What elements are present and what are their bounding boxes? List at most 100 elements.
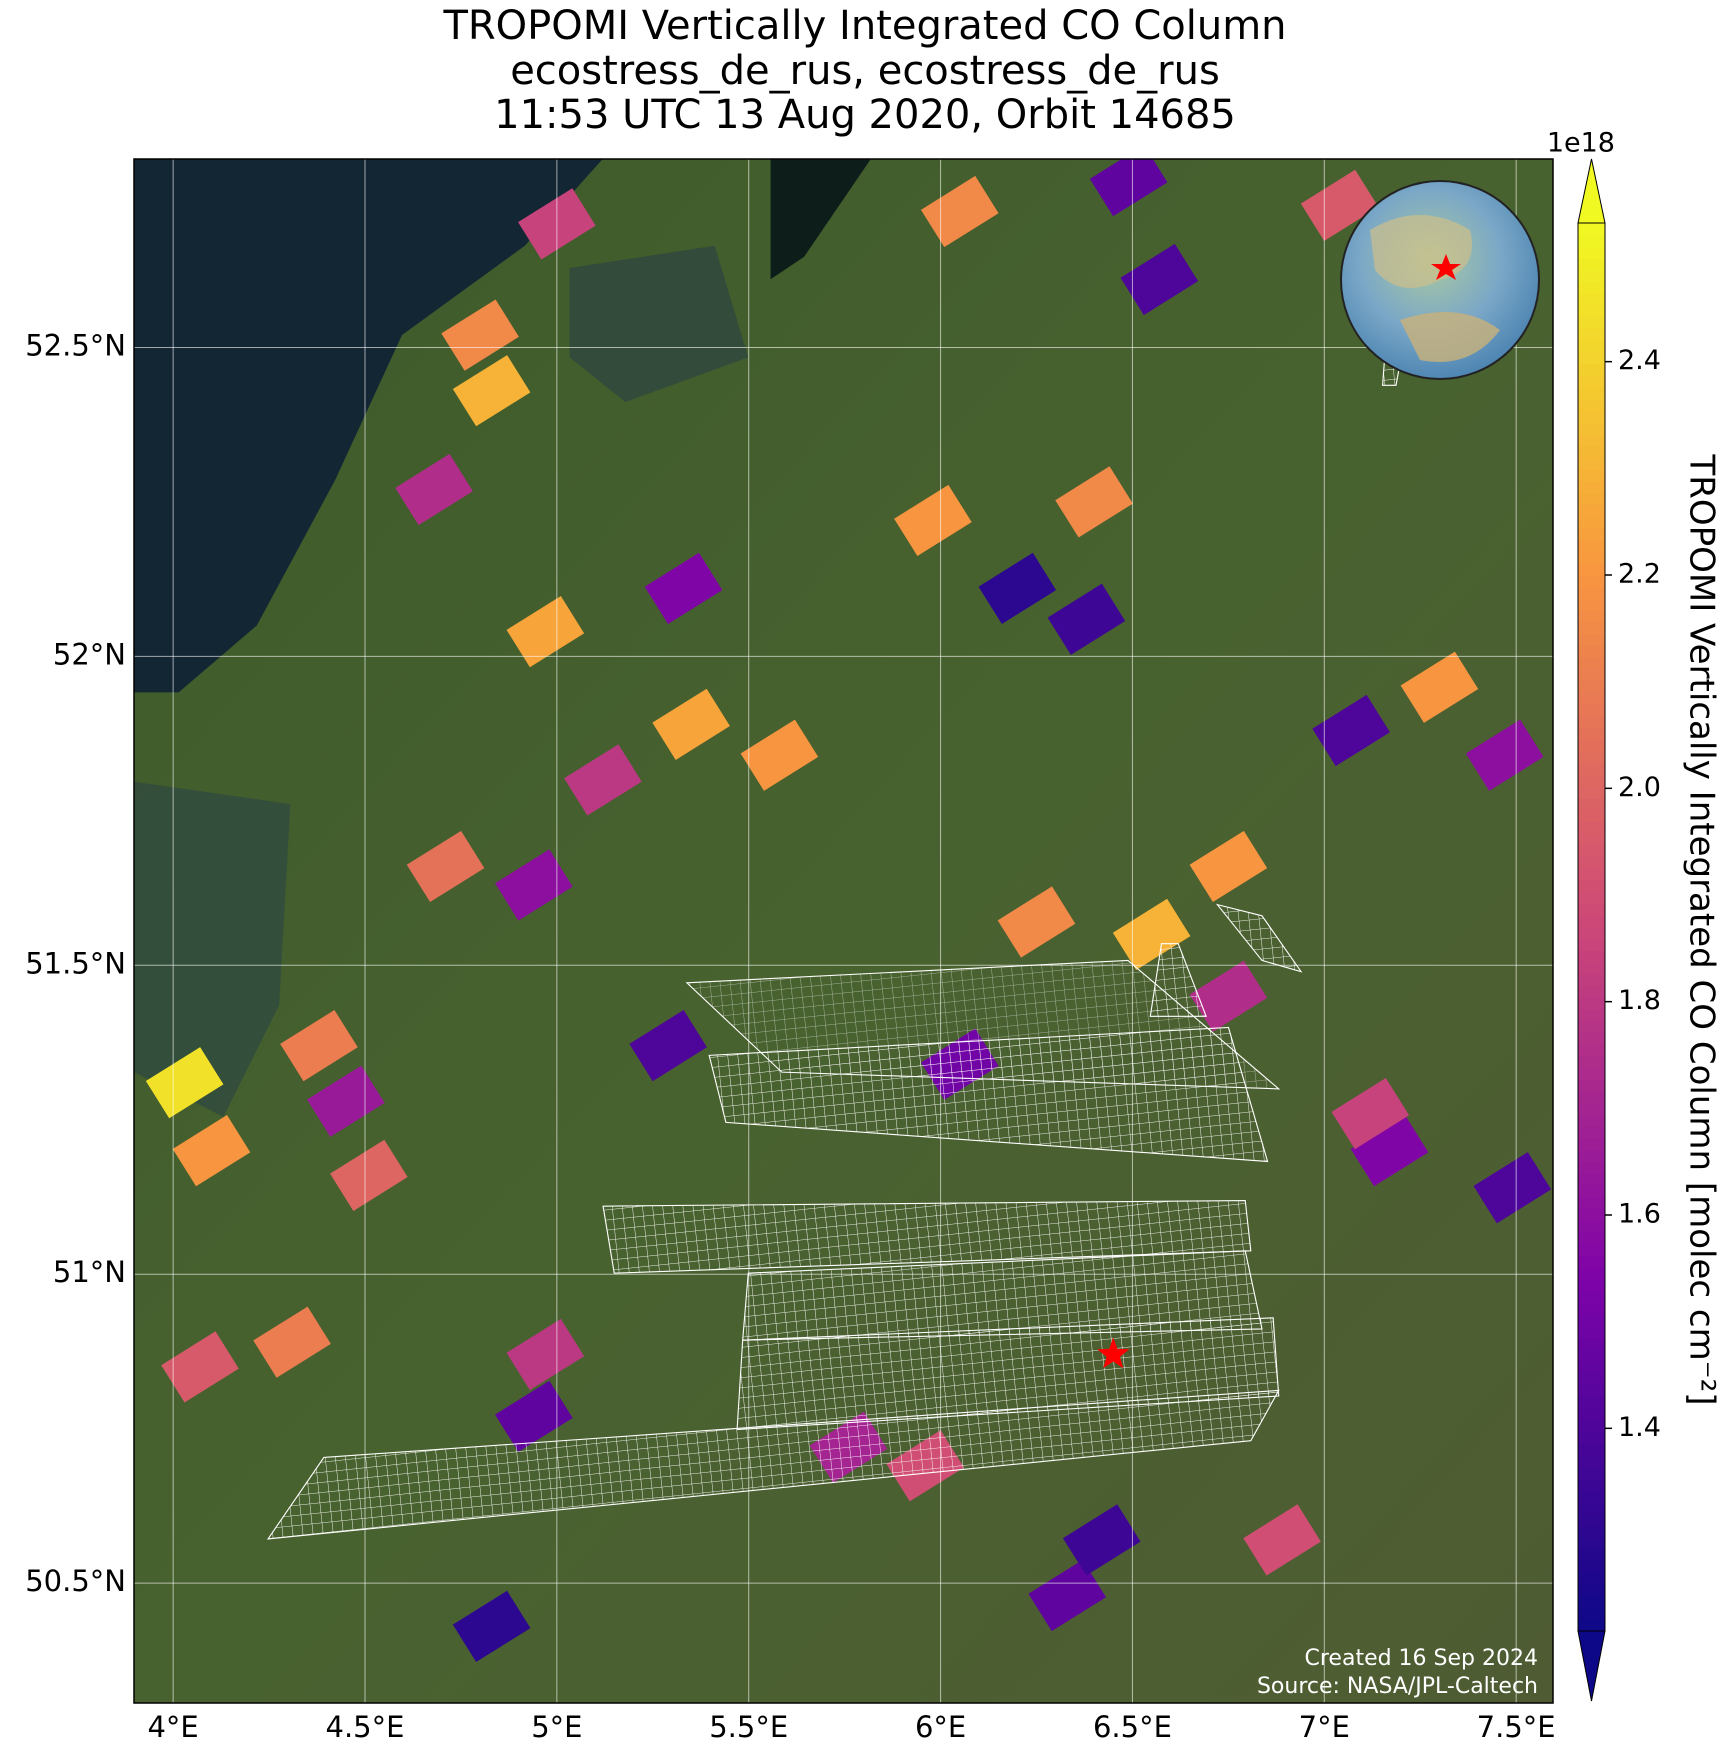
co-cell (452, 1590, 531, 1663)
colorbar-step (1578, 1489, 1605, 1503)
colorbar-step (1578, 527, 1605, 541)
colorbar-step (1578, 949, 1605, 963)
colorbar-step (1578, 257, 1605, 271)
colorbar-step (1578, 691, 1605, 705)
co-cell (1120, 243, 1199, 316)
colorbar-step (1578, 644, 1605, 658)
co-cell (652, 688, 730, 760)
colorbar-step (1578, 844, 1605, 858)
colorbar-step (1578, 492, 1605, 506)
co-cell (1473, 1152, 1552, 1224)
colorbar-step (1578, 1501, 1605, 1515)
colorbar-step (1578, 551, 1605, 564)
co-cell (1028, 1559, 1107, 1632)
colorbar-step (1578, 562, 1605, 576)
map-frame (133, 158, 1554, 1704)
colorbar-step (1578, 363, 1605, 377)
x-tick-label: 5.5°E (709, 1710, 788, 1744)
co-cell (172, 1115, 251, 1187)
grid (134, 159, 1553, 1703)
colorbar-step (1578, 1337, 1605, 1350)
co-cell (740, 719, 819, 791)
colorbar-step (1578, 903, 1605, 916)
colorbar-tick-label: 1.8 (1618, 985, 1661, 1016)
co-cell (406, 830, 485, 903)
colorbar-step (1578, 1266, 1605, 1280)
colorbar-step (1578, 468, 1605, 482)
colorbar-step (1578, 1313, 1605, 1327)
x-tick-label: 5°E (531, 1710, 582, 1744)
colorbar-step (1578, 328, 1605, 341)
colorbar-step (1578, 867, 1605, 881)
colorbar-step (1578, 621, 1605, 635)
colorbar-step (1578, 1454, 1605, 1468)
colorbar-step (1578, 222, 1605, 236)
colorbar-step (1578, 398, 1605, 412)
colorbar-step (1578, 1137, 1605, 1151)
colorbar-step (1578, 1419, 1605, 1433)
colorbar-step (1578, 445, 1605, 459)
co-cell (330, 1139, 408, 1211)
y-tick-label: 51.5°N (25, 946, 126, 980)
colorbar-step (1578, 1125, 1605, 1139)
co-cell (1047, 583, 1126, 655)
colorbar-step (1578, 1536, 1605, 1550)
ecostress-swaths (266, 354, 1403, 1540)
colorbar-step (1578, 891, 1605, 905)
colorbar-step (1578, 1090, 1605, 1104)
co-cell (1189, 830, 1268, 903)
colorbar-step (1578, 1477, 1605, 1491)
colorbar-step (1578, 1607, 1605, 1620)
colorbar-step (1578, 609, 1605, 623)
colorbar-step (1578, 762, 1605, 775)
co-cell (1089, 159, 1168, 217)
colorbar-step (1578, 1172, 1605, 1186)
colorbar-step (1578, 410, 1605, 423)
colorbar-step (1578, 1407, 1605, 1421)
co-cell (644, 552, 723, 625)
colorbar-step (1578, 351, 1605, 365)
colorbar-step (1578, 1513, 1605, 1526)
co-cell (894, 484, 972, 557)
colorbar-extend-bottom (1577, 1630, 1606, 1702)
colorbar-step (1578, 985, 1605, 998)
colorbar-step (1578, 1055, 1605, 1069)
colorbar-step (1578, 339, 1605, 353)
colorbar: 1.4 1.6 1.8 2.0 2.2 2.4 1e18 TROPOMI Vertically… (1547, 128, 1722, 1702)
colorbar-step (1578, 832, 1605, 846)
colorbar-step (1578, 1524, 1605, 1538)
co-cell (452, 355, 531, 427)
colorbar-tick-label: 2.4 (1618, 345, 1661, 376)
colorbar-step (1578, 879, 1605, 893)
colorbar-step (1578, 281, 1605, 294)
colorbar-step (1578, 304, 1605, 318)
co-cell (495, 849, 573, 921)
colorbar-step (1578, 1008, 1605, 1022)
site-marker (1097, 1337, 1130, 1369)
colorbar-step (1578, 1583, 1605, 1597)
colorbar-step (1578, 1043, 1605, 1057)
colorbar-step (1578, 245, 1605, 259)
colorbar-step (1578, 973, 1605, 987)
co-cell (1243, 1504, 1321, 1576)
co-cell (506, 596, 585, 668)
co-cell (495, 1380, 573, 1452)
co-cell (161, 1331, 239, 1403)
colorbar-step (1578, 996, 1605, 1010)
colorbar-step (1578, 421, 1605, 435)
co-cell (1350, 1115, 1429, 1187)
colorbar-step (1578, 961, 1605, 975)
colorbar-step (1578, 856, 1605, 869)
colorbar-step (1578, 1032, 1605, 1045)
colorbar-tick-label: 1.6 (1618, 1199, 1661, 1230)
inset-globe (1340, 180, 1540, 380)
colorbar-step (1578, 480, 1605, 494)
colorbar-step (1578, 1196, 1605, 1210)
x-tick-label: 4.5°E (326, 1710, 405, 1744)
colorbar-tick-label: 1.4 (1618, 1412, 1661, 1443)
colorbar-step (1578, 1208, 1605, 1221)
x-tick-label: 7°E (1299, 1710, 1350, 1744)
colorbar-step (1578, 668, 1605, 682)
colorbar-step (1578, 1079, 1605, 1092)
